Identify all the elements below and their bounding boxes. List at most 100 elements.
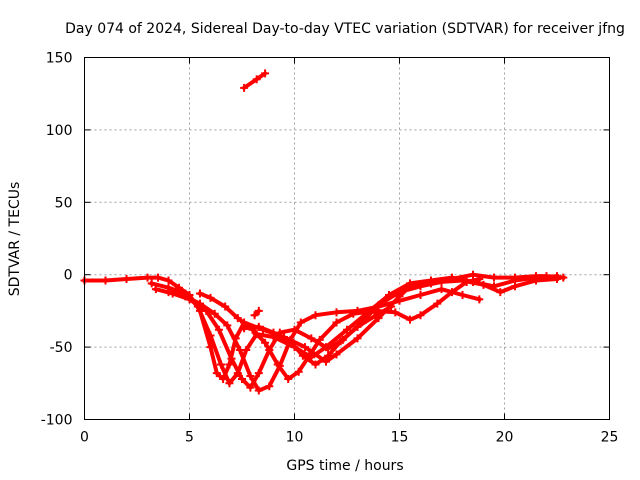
data-point bbox=[261, 69, 270, 78]
grid bbox=[84, 57, 610, 420]
chart-title: Day 074 of 2024, Sidereal Day-to-day VTE… bbox=[65, 21, 625, 37]
data-point bbox=[164, 288, 173, 297]
data-point bbox=[225, 360, 234, 369]
x-tick-label: 25 bbox=[601, 430, 619, 446]
data-point bbox=[448, 288, 456, 297]
data-point bbox=[416, 282, 425, 291]
x-tick-label: 10 bbox=[286, 430, 304, 446]
data-point bbox=[210, 309, 219, 318]
data-point bbox=[336, 337, 345, 346]
data-point bbox=[286, 337, 295, 346]
data-point bbox=[433, 299, 442, 308]
data-point bbox=[227, 354, 236, 363]
x-tick-label: 15 bbox=[391, 430, 409, 446]
data-point bbox=[101, 276, 110, 285]
y-tick-label: 0 bbox=[64, 268, 73, 284]
data-point bbox=[196, 289, 204, 298]
data-point bbox=[238, 374, 246, 383]
data-point bbox=[391, 308, 400, 317]
data-point bbox=[370, 306, 379, 315]
data-point bbox=[273, 360, 282, 369]
data-point bbox=[212, 369, 221, 378]
data-point bbox=[387, 302, 396, 311]
data-point bbox=[284, 374, 293, 383]
ticks: 0 5 10 15 20 25 -100 -50 0 50 100 150 bbox=[41, 51, 619, 446]
data-point bbox=[496, 288, 505, 297]
data-point bbox=[343, 325, 351, 334]
data-point bbox=[416, 290, 425, 299]
data-point bbox=[324, 344, 333, 353]
y-tick-label: -100 bbox=[41, 413, 73, 429]
data-point bbox=[332, 350, 341, 359]
data-point bbox=[254, 322, 263, 331]
data-point bbox=[206, 293, 215, 302]
data-point bbox=[221, 302, 230, 311]
data-point bbox=[511, 282, 519, 291]
data-point bbox=[332, 318, 341, 327]
data-point bbox=[250, 311, 259, 320]
data-point bbox=[269, 328, 278, 337]
data-point bbox=[122, 275, 131, 284]
data-point bbox=[353, 334, 362, 343]
data-point bbox=[181, 292, 190, 301]
series-layer bbox=[80, 69, 568, 395]
data-point bbox=[151, 285, 160, 294]
data-point bbox=[214, 325, 223, 334]
data-point bbox=[416, 311, 425, 320]
data-point bbox=[353, 322, 362, 331]
data-point bbox=[154, 273, 162, 282]
data-point bbox=[296, 318, 305, 327]
data-point bbox=[490, 273, 498, 282]
data-point bbox=[217, 360, 225, 369]
data-point bbox=[406, 315, 414, 324]
data-point bbox=[395, 296, 404, 305]
data-point bbox=[164, 276, 173, 285]
data-point bbox=[225, 379, 234, 388]
data-point bbox=[298, 351, 307, 360]
x-tick-label: 0 bbox=[80, 430, 89, 446]
y-tick-label: 150 bbox=[46, 51, 73, 67]
data-point bbox=[233, 314, 242, 323]
data-point bbox=[246, 383, 255, 392]
x-axis-label: GPS time / hours bbox=[286, 458, 403, 474]
data-point bbox=[332, 308, 341, 317]
data-point bbox=[315, 335, 324, 344]
data-point bbox=[206, 331, 215, 340]
data-point bbox=[301, 343, 309, 352]
data-point bbox=[311, 311, 320, 320]
data-point bbox=[462, 277, 471, 286]
data-point bbox=[143, 273, 152, 282]
x-tick-label: 5 bbox=[185, 430, 194, 446]
data-point bbox=[437, 285, 446, 294]
data-point bbox=[254, 369, 263, 378]
y-tick-label: 50 bbox=[55, 195, 73, 211]
data-point bbox=[475, 275, 484, 284]
data-point bbox=[235, 345, 244, 354]
data-point bbox=[559, 273, 568, 282]
data-point bbox=[265, 382, 274, 391]
data-point bbox=[532, 276, 540, 285]
data-point bbox=[307, 334, 316, 343]
data-point bbox=[294, 367, 303, 376]
data-point bbox=[252, 75, 261, 84]
plot-frame bbox=[84, 57, 610, 420]
x-tick-label: 20 bbox=[496, 430, 514, 446]
data-point bbox=[147, 279, 156, 288]
data-point bbox=[475, 295, 484, 304]
data-point bbox=[395, 288, 404, 297]
data-point bbox=[254, 386, 263, 395]
y-tick-label: -50 bbox=[50, 340, 73, 356]
data-point bbox=[240, 324, 249, 333]
data-point bbox=[553, 275, 561, 284]
data-point bbox=[406, 279, 414, 288]
data-point bbox=[324, 351, 333, 360]
data-point bbox=[458, 290, 467, 299]
data-point bbox=[261, 338, 270, 347]
data-point bbox=[254, 306, 263, 315]
data-point bbox=[246, 372, 255, 381]
data-point bbox=[437, 277, 446, 286]
data-point bbox=[311, 360, 320, 369]
y-axis-label: SDTVAR / TECUs bbox=[7, 182, 23, 297]
